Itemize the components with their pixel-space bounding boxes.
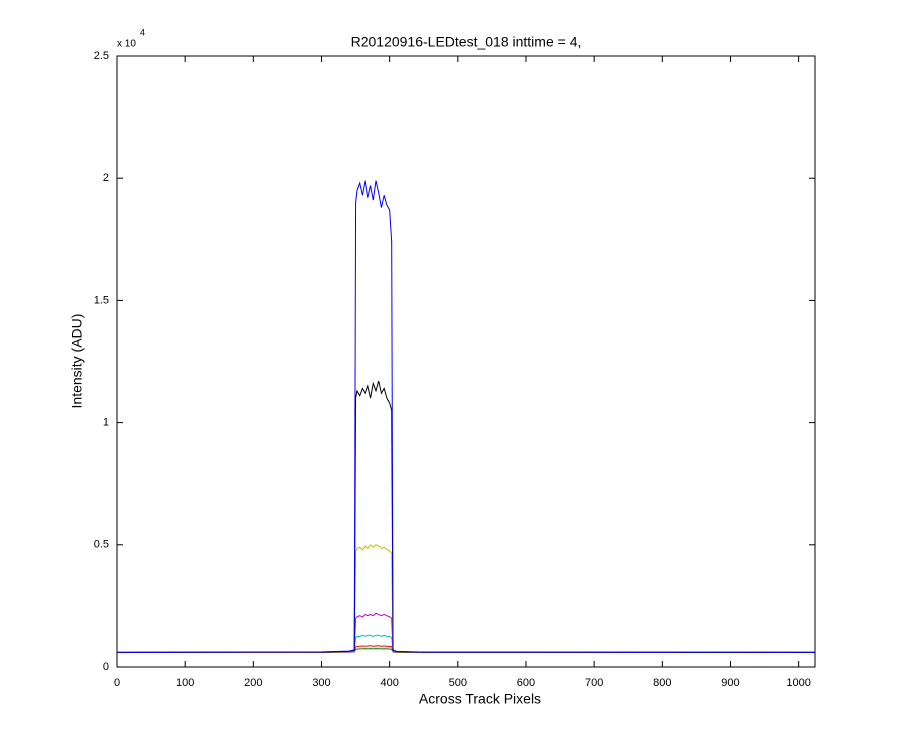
y-tick-label: 2.5 — [94, 50, 109, 62]
y-exponent-base: x 10 — [117, 39, 136, 50]
x-tick-label: 800 — [653, 677, 671, 689]
plot-area — [116, 55, 816, 668]
x-tick-label: 100 — [176, 677, 194, 689]
y-tick-label: 0.5 — [94, 539, 109, 551]
x-tick-label: 300 — [312, 677, 330, 689]
series-line — [116, 180, 816, 653]
x-tick-label: 900 — [721, 677, 739, 689]
series-line — [116, 645, 815, 653]
y-tick-label: 1 — [103, 417, 109, 429]
x-tick-label: 600 — [517, 677, 535, 689]
x-tick-label: 200 — [244, 677, 262, 689]
chart-title: R20120916-LEDtest_018 inttime = 4, — [351, 34, 582, 50]
series-line — [116, 634, 816, 653]
y-tick-label: 0 — [103, 661, 109, 673]
x-tick-label: 500 — [449, 677, 467, 689]
x-tick-label: 400 — [380, 677, 398, 689]
series-line — [116, 544, 816, 653]
x-axis-label: Across Track Pixels — [419, 691, 541, 707]
series-line — [116, 612, 816, 653]
x-tick-label: 1000 — [786, 677, 810, 689]
y-exponent-power: 4 — [140, 27, 145, 37]
x-tick-label: 0 — [114, 677, 120, 689]
x-tick-label: 700 — [585, 677, 603, 689]
y-axis-label: Intensity (ADU) — [69, 314, 85, 409]
y-tick-label: 2 — [103, 172, 109, 184]
y-tick-label: 1.5 — [94, 294, 109, 306]
